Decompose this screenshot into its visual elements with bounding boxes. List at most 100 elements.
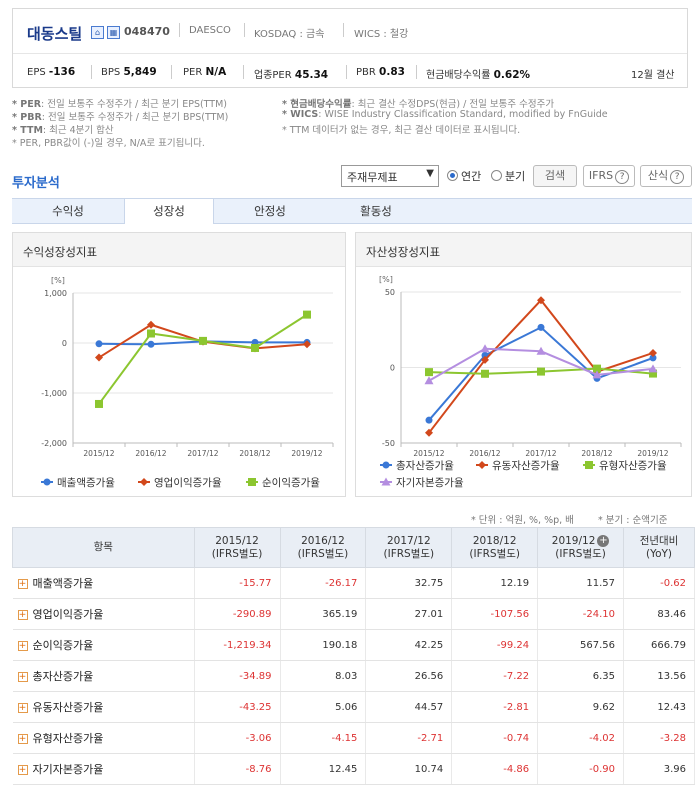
note-ttm: * TTM: 최근 4분기 합산 (12, 125, 114, 136)
table-cell: -34.89 (194, 660, 281, 692)
chart-title: 자산성장성지표 (366, 245, 441, 259)
table-cell: 26.56 (365, 660, 453, 692)
col-header-2017: 2017/12 (IFRS별도) (365, 527, 453, 568)
y-tick-label: -50 (382, 439, 395, 448)
tab-stability[interactable]: 안정성 (254, 204, 286, 218)
earnings-growth-chart: [%] 1,000 0 -1,000 -2,000 2015/12 2016/12 2017/… (41, 276, 334, 489)
data-point (147, 329, 155, 338)
table-cell: -0.90 (537, 753, 625, 785)
y-tick-label: -1,000 (41, 389, 67, 398)
header-divider (13, 53, 687, 54)
search-button[interactable]: 검색 (533, 165, 577, 187)
expand-icon[interactable]: + (17, 579, 28, 589)
series-line (428, 298, 654, 434)
add-circle-icon[interactable]: + (597, 534, 610, 547)
x-tick-label: 2017/12 (525, 449, 556, 458)
tab-activity[interactable]: 활동성 (360, 204, 392, 218)
table-cell: 42.25 (365, 629, 453, 661)
divider (343, 23, 344, 37)
row-label: 매출액증가율 (32, 577, 94, 590)
statement-select[interactable]: 주재무제표 ▼ (341, 165, 439, 187)
legend-label: 총자산증가율 (396, 460, 454, 472)
stat-per: PER N/A (183, 66, 227, 78)
expand-icon[interactable]: + (17, 610, 28, 620)
table-cell: 83.46 (623, 598, 695, 630)
table-row: + 유동자산증가율 -43.25 5.06 44.57 -2.81 9.62 12.43 (12, 691, 695, 723)
section-title: 투자분석 (12, 176, 60, 191)
legend-marker (248, 478, 256, 486)
divider (179, 23, 180, 37)
table-row: + 순이익증가율 -1,219.34 190.18 42.25 -99.24 567.56 6… (12, 629, 695, 661)
units-note: * 단위 : 억원, %, %p, 배 (471, 515, 574, 526)
data-point (481, 355, 489, 364)
expand-icon[interactable]: + (17, 672, 28, 682)
chart-panel-earnings-growth: 수익성장성지표 [%] 1,000 0 -1,000 -2,000 2015/12 2016… (12, 232, 346, 497)
tab-growth[interactable]: 성장성 (124, 198, 214, 224)
expand-icon[interactable]: + (17, 734, 28, 744)
home-icon[interactable]: ⌂ (91, 26, 104, 39)
radio-annual[interactable] (447, 170, 458, 181)
y-tick-label: 50 (385, 288, 395, 297)
legend-label: 유동자산증가율 (492, 460, 560, 472)
stat-industry-per: 업종PER 45.34 (254, 69, 329, 81)
divider (416, 65, 417, 79)
ifrs-button[interactable]: IFRS? (583, 165, 635, 187)
data-point (649, 354, 657, 362)
table-cell: 8.03 (280, 660, 367, 692)
table-cell: 12.19 (451, 567, 539, 599)
row-label-cell[interactable]: + 자기자본증가율 (12, 753, 195, 785)
table-cell: -3.06 (194, 722, 281, 754)
building-icon[interactable]: ▦ (107, 26, 120, 39)
table-cell: 5.06 (280, 691, 367, 723)
expand-icon[interactable]: + (17, 641, 28, 651)
help-icon: ? (670, 170, 685, 184)
row-label: 영업이익증가율 (32, 608, 104, 621)
table-cell: -99.24 (451, 629, 539, 661)
row-label-cell[interactable]: + 순이익증가율 (12, 629, 195, 661)
x-tick-label: 2016/12 (469, 449, 500, 458)
table-row: + 자기자본증가율 -8.76 12.45 10.74 -4.86 -0.90 3.96 (12, 753, 695, 785)
data-point (303, 310, 311, 319)
quarter-note: * 분기 : 순액기준 (598, 515, 668, 526)
table-cell: -0.74 (451, 722, 539, 754)
row-label: 총자산증가율 (32, 670, 94, 683)
table-cell: 11.57 (537, 567, 625, 599)
col-header-2018: 2018/12 (IFRS별도) (451, 527, 539, 568)
formula-label: 산식 (647, 169, 669, 182)
expand-icon[interactable]: + (17, 765, 28, 775)
data-point (424, 376, 434, 385)
formula-button[interactable]: 산식? (640, 165, 692, 187)
row-label-cell[interactable]: + 유형자산증가율 (12, 722, 195, 754)
note-wics: * WICS: WISE Industry Classification Sta… (282, 109, 608, 120)
ifrs-label: IFRS (588, 169, 614, 182)
data-point (537, 367, 545, 376)
radio-quarter-label: 분기 (505, 170, 526, 183)
tab-profitability[interactable]: 수익성 (52, 204, 84, 218)
divider (91, 65, 92, 79)
data-point (199, 336, 207, 345)
data-point (251, 343, 259, 352)
stat-dividend-yield: 현금배당수익률 0.62% (426, 69, 531, 81)
table-header-row: 항목 2015/12 (IFRS별도) 2016/12 (IFRS별도) 2017/… (12, 527, 695, 568)
legend-label: 매출액증가율 (57, 477, 115, 489)
col-header-2015: 2015/12 (IFRS별도) (193, 527, 281, 568)
tab-bar: 수익성 성장성 안정성 활동성 (12, 198, 692, 224)
data-point (537, 323, 545, 331)
data-point (481, 369, 489, 378)
data-point (649, 369, 657, 378)
x-tick-label: 2019/12 (291, 449, 322, 458)
data-point (537, 296, 545, 305)
chart-title: 수익성장성지표 (23, 245, 98, 259)
data-point (147, 340, 155, 348)
company-name: 대동스틸 (27, 25, 83, 43)
row-label-cell[interactable]: + 매출액증가율 (12, 567, 195, 599)
radio-quarter[interactable] (491, 170, 502, 181)
row-label-cell[interactable]: + 유동자산증가율 (12, 691, 195, 723)
row-label-cell[interactable]: + 총자산증가율 (12, 660, 195, 692)
table-cell: -7.22 (451, 660, 539, 692)
expand-icon[interactable]: + (17, 703, 28, 713)
row-label-cell[interactable]: + 영업이익증가율 (12, 598, 195, 630)
x-tick-label: 2018/12 (581, 449, 612, 458)
note-pbr: * PBR: 전일 보통주 수정주가 / 최근 분기 BPS(TTM) (12, 112, 229, 123)
table-cell: -26.17 (280, 567, 367, 599)
